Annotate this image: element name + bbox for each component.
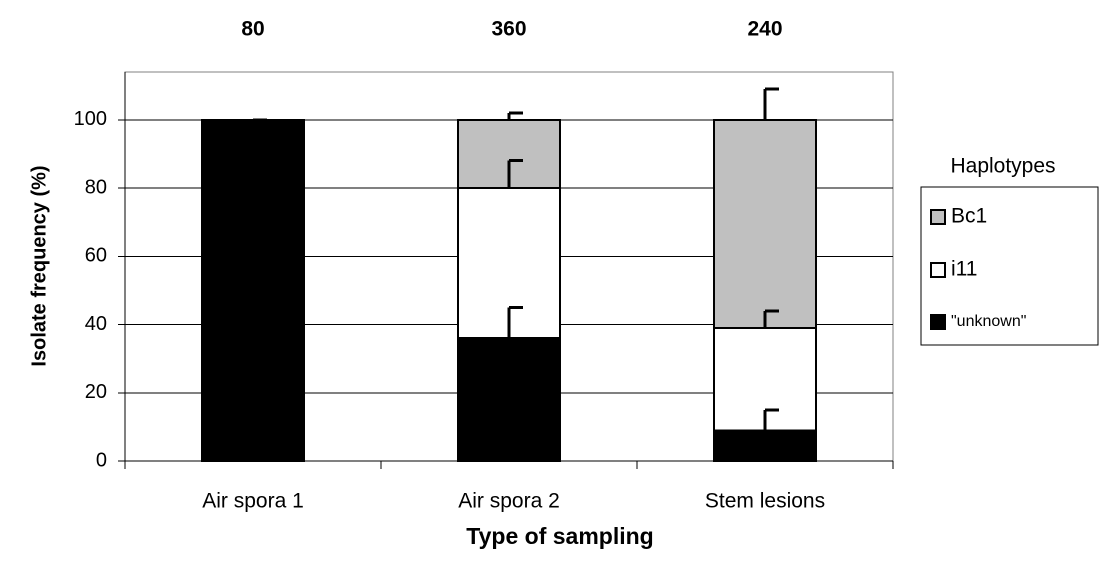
- bar-segment: [712, 429, 818, 462]
- y-tick-label: 0: [96, 449, 107, 471]
- y-axis-title: Isolate frequency (%): [28, 165, 50, 366]
- bar-segment: [200, 118, 306, 462]
- error-bar: [763, 309, 779, 328]
- legend-title: Haplotypes: [950, 155, 1055, 178]
- sample-size: 360: [491, 18, 526, 41]
- error-bar: [507, 159, 523, 189]
- x-tick-label: Stem lesions: [705, 490, 825, 513]
- legend-swatch: [930, 209, 946, 225]
- legend-box: [920, 186, 1099, 346]
- legend-label: "unknown": [951, 313, 1026, 330]
- error-bar: [507, 305, 523, 339]
- legend-swatch: [930, 314, 946, 330]
- sample-size: 80: [241, 18, 264, 41]
- y-tick-label: 100: [74, 108, 107, 130]
- x-axis-title: Type of sampling: [466, 523, 653, 549]
- bar-segment: [456, 337, 562, 462]
- y-tick-label: 80: [85, 176, 107, 198]
- y-tick-label: 40: [85, 313, 107, 335]
- error-bar: [507, 111, 523, 120]
- y-tick-label: 60: [85, 245, 107, 267]
- legend-swatch: [930, 262, 946, 278]
- sample-size: 240: [747, 18, 782, 41]
- legend-label: Bc1: [951, 205, 987, 228]
- legend-label: i11: [951, 258, 977, 281]
- error-bar: [763, 408, 779, 431]
- y-tick-label: 20: [85, 381, 107, 403]
- error-bar: [763, 87, 779, 120]
- bar-segment: [712, 118, 818, 329]
- x-tick-label: Air spora 1: [202, 490, 304, 513]
- x-tick-label: Air spora 2: [458, 490, 560, 513]
